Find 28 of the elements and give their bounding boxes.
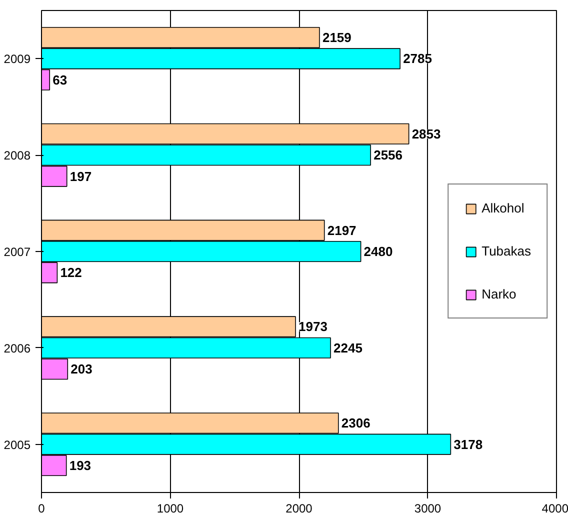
data-label: 63 [52,72,68,88]
data-label: 2159 [322,30,352,45]
legend-label: Tubakas [482,244,531,258]
data-label: 203 [70,362,92,377]
data-label: 197 [70,168,92,184]
legend-label: Alkohol [482,200,524,216]
data-label: 2245 [334,340,362,356]
y-tick-label: 2007 [4,245,31,259]
data-label: 2853 [412,126,441,142]
data-label: 2785 [403,51,432,66]
data-label: 2306 [341,416,370,431]
x-tick-label: 2000 [286,502,313,516]
x-tick-label: 1000 [156,502,184,516]
data-label: 122 [60,265,82,280]
data-label: 2480 [364,244,393,259]
x-tick-label: 0 [38,502,46,516]
y-tick-label: 2005 [4,438,31,452]
data-label: 2197 [327,222,356,238]
x-tick-label: 4000 [542,502,568,516]
data-label: 1973 [298,319,328,334]
x-tick-label: 3000 [414,502,442,516]
data-label: 2556 [374,148,403,163]
data-label: 3178 [454,436,483,452]
y-tick-label: 2008 [4,148,31,163]
legend-label: Narko [482,286,516,302]
data-label: 193 [69,458,92,474]
y-tick-label: 2006 [4,341,31,356]
y-tick-label: 2009 [4,52,31,66]
